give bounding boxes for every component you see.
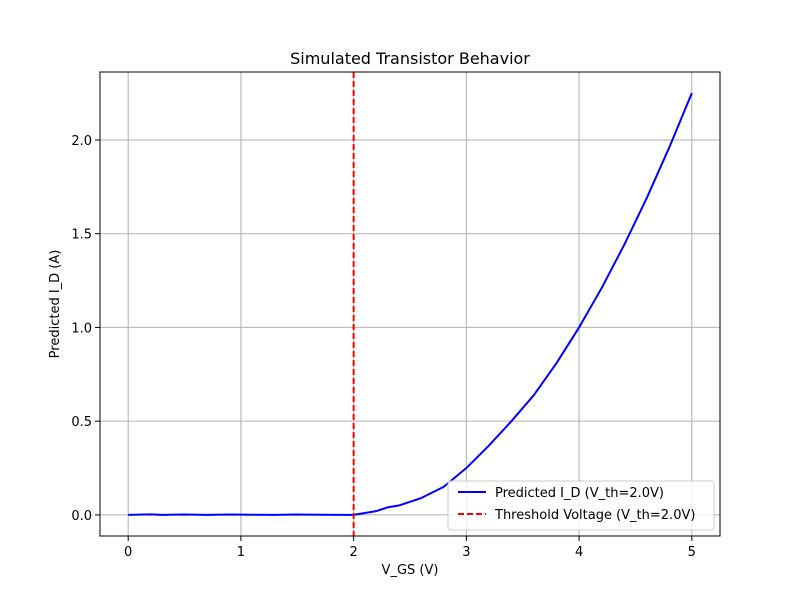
y-tick-label: 2.0 [71, 134, 92, 149]
series-layer [128, 72, 693, 536]
tick-layer: 0 1 2 3 4 5 0.0 0.5 1.0 1.5 2.0 [71, 134, 696, 560]
plot-area-background [100, 72, 720, 536]
y-axis-label: Predicted I_D (A) [48, 250, 63, 359]
legend: Predicted I_D (V_th=2.0V) Threshold Volt… [447, 480, 715, 531]
x-axis-label: V_GS (V) [382, 563, 439, 578]
series-line-predicted-id [128, 92, 693, 516]
y-tick-label: 1.0 [71, 321, 92, 336]
x-tick-label: 4 [575, 545, 583, 560]
legend-label-predicted-id: Predicted I_D (V_th=2.0V) [495, 486, 664, 501]
x-tick-label: 3 [462, 545, 470, 560]
plot-area-frame [99, 71, 721, 537]
x-tick-label: 5 [688, 545, 696, 560]
x-tick-label: 1 [237, 545, 245, 560]
y-tick-label: 0.0 [71, 509, 92, 524]
chart-title: Simulated Transistor Behavior [290, 49, 530, 68]
x-tick-label: 0 [124, 545, 132, 560]
x-tick-label: 2 [349, 545, 357, 560]
y-tick-label: 1.5 [71, 228, 92, 243]
legend-box [447, 480, 715, 531]
y-tick-label: 0.5 [71, 415, 92, 430]
legend-label-threshold-voltage: Threshold Voltage (V_th=2.0V) [494, 508, 695, 523]
